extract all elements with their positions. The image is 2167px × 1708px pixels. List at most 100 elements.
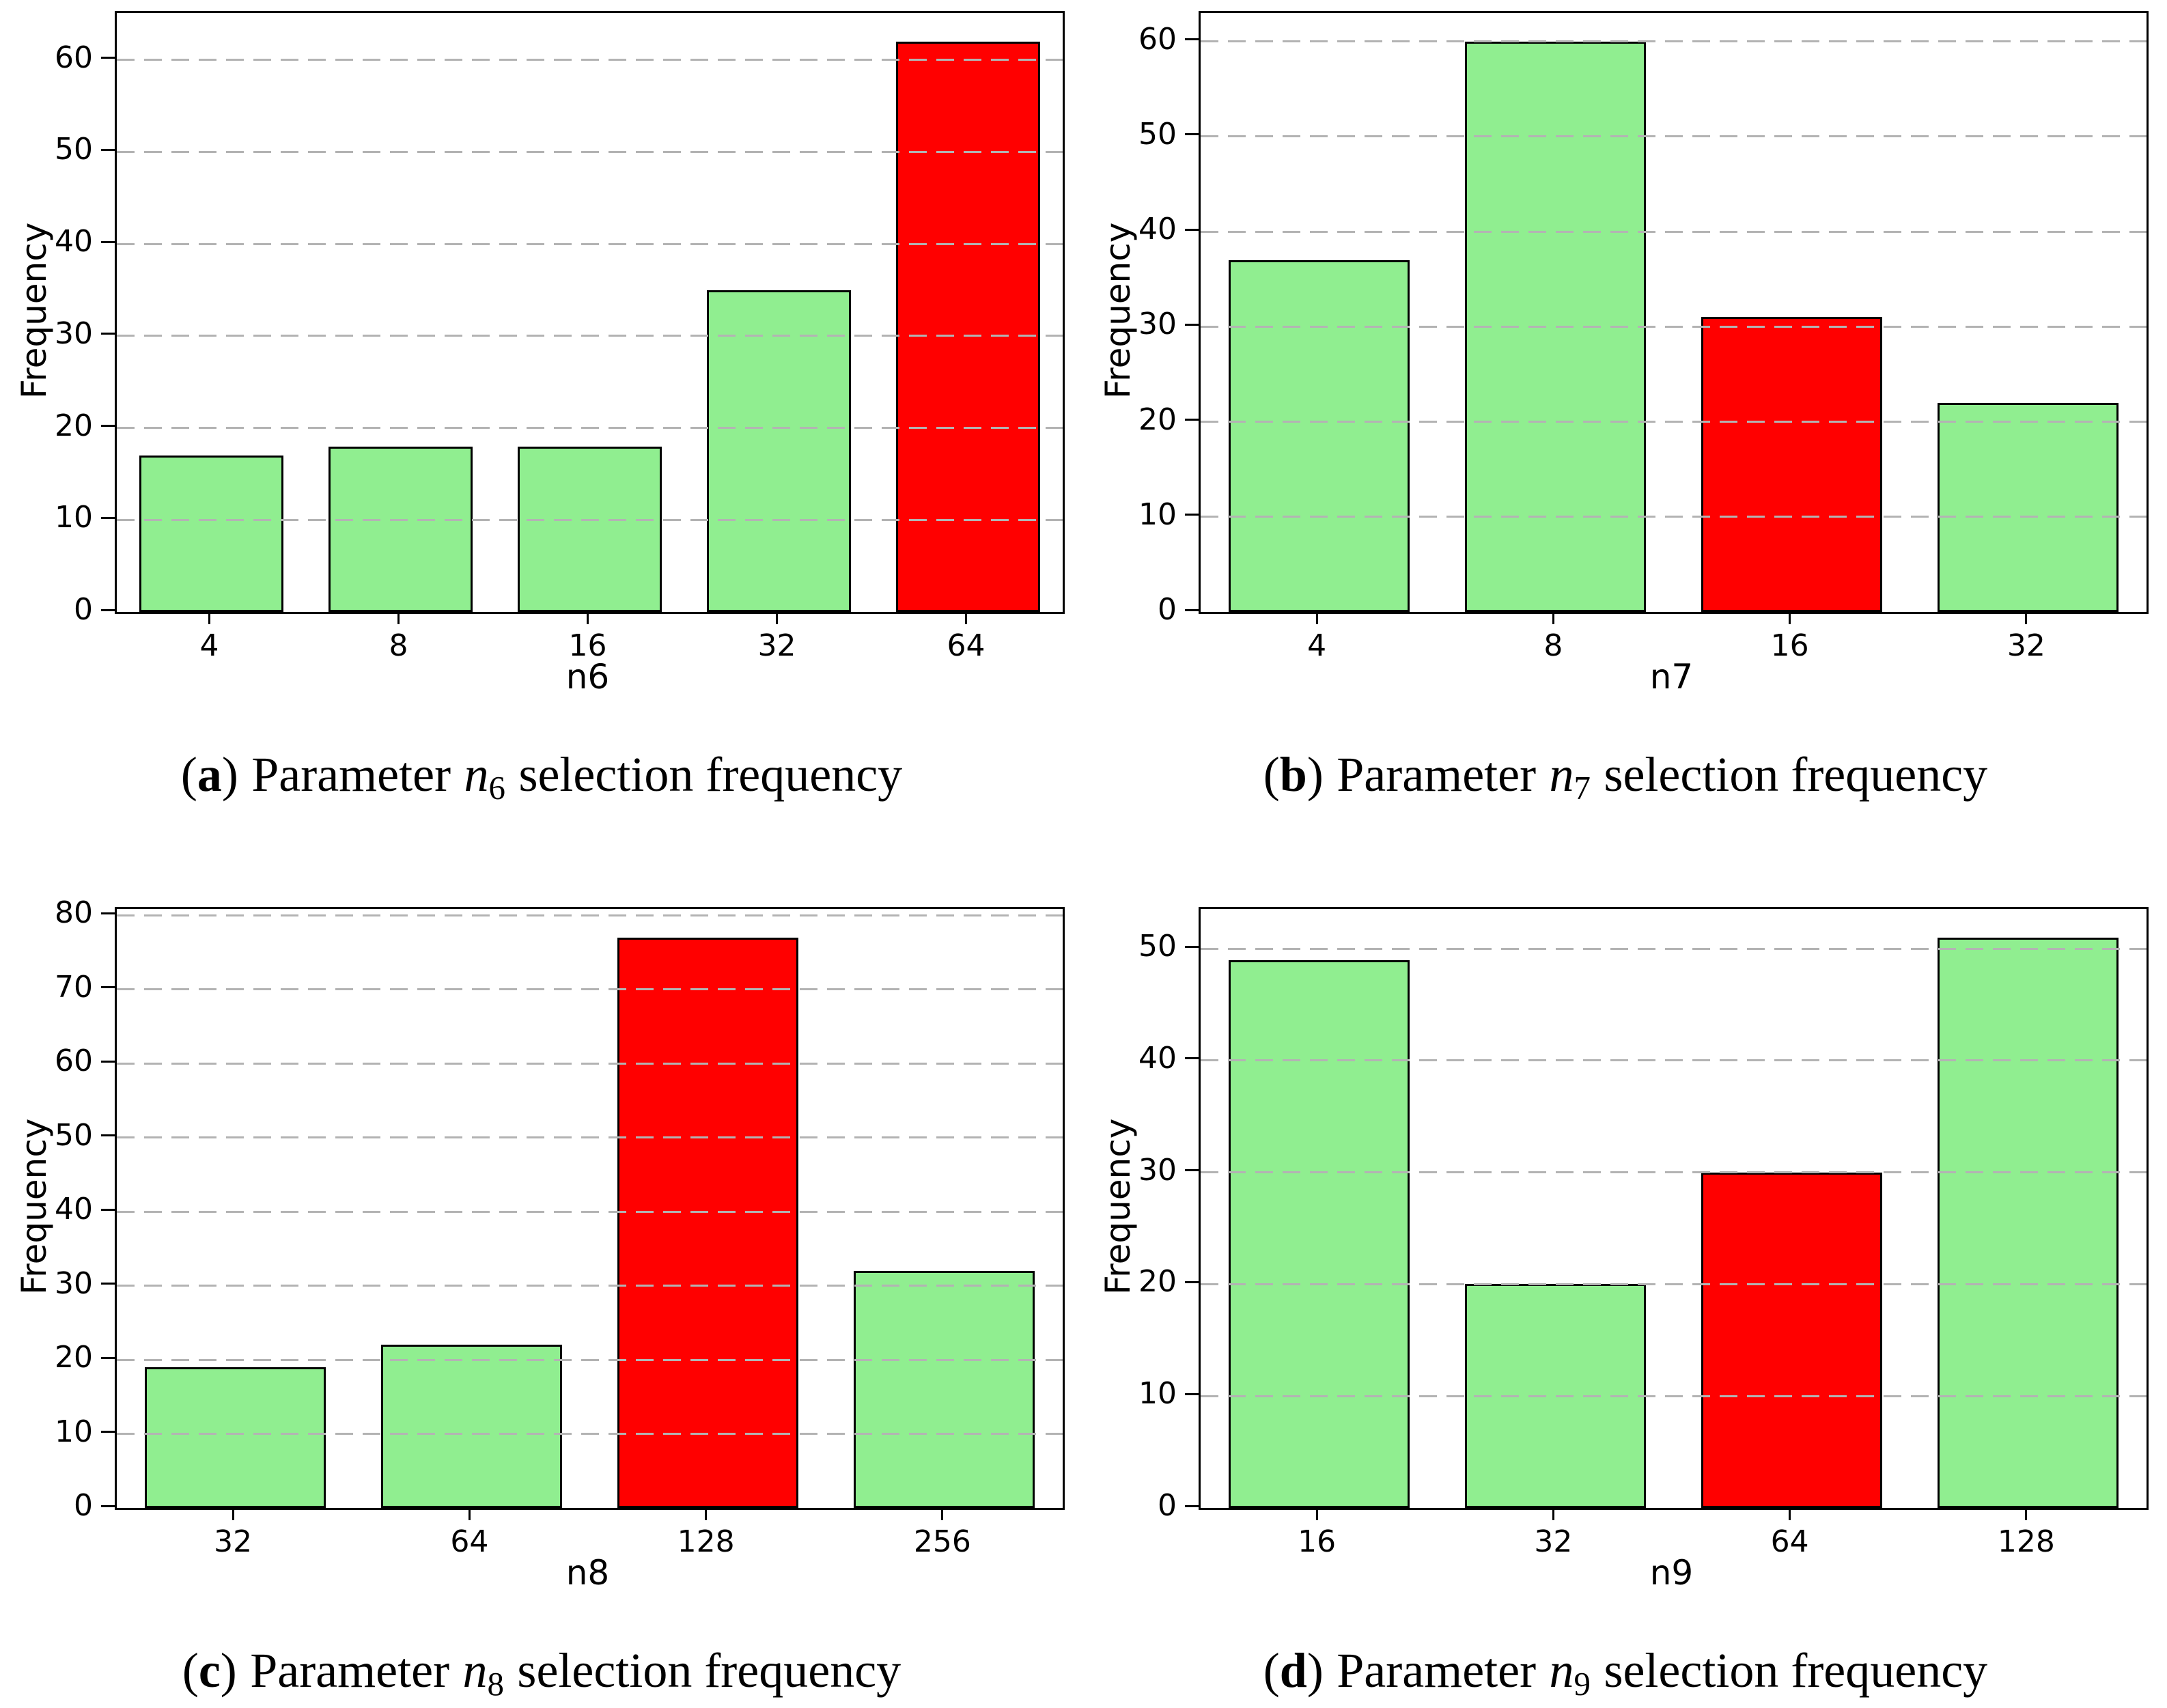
x-tick-mark [587, 612, 589, 624]
y-tick-label: 20 [1138, 1264, 1177, 1300]
bar-128 [1938, 937, 2119, 1508]
y-tick-mark [101, 608, 115, 611]
bar-16 [1701, 317, 1883, 612]
caption: (d) Parameter n9 selection frequency [1084, 1642, 2167, 1703]
caption-text: selection frequency [518, 747, 903, 802]
plot-area [1199, 11, 2149, 614]
y-tick-label: 40 [1138, 212, 1177, 247]
y-tick-mark [1185, 1280, 1199, 1283]
gridline-60 [117, 1062, 1063, 1065]
caption-index: (d) [1263, 1643, 1324, 1698]
y-tick-label: 50 [1138, 116, 1177, 152]
x-tick-mark [1552, 1508, 1554, 1520]
y-tick-mark [101, 1208, 115, 1211]
y-tick-label: 20 [55, 408, 93, 443]
caption: (a) Parameter n6 selection frequency [0, 746, 1083, 807]
gridline-30 [117, 335, 1063, 337]
gridline-20 [1201, 421, 2147, 423]
x-axis-label: n8 [565, 1553, 610, 1593]
x-tick-label: 64 [450, 1524, 489, 1559]
parameter-symbol: n8 [462, 1643, 504, 1703]
x-tick-label: 32 [1534, 1524, 1573, 1559]
x-tick-mark [965, 612, 967, 624]
x-tick-label: 64 [1770, 1524, 1809, 1559]
bar-16 [517, 446, 662, 612]
gridline-40 [117, 1210, 1063, 1213]
x-tick-label: 8 [389, 628, 408, 663]
caption-index: (a) [180, 747, 238, 802]
y-tick-mark [1185, 228, 1199, 231]
bar-32 [144, 1367, 326, 1508]
x-tick-mark [468, 1508, 471, 1520]
y-tick-mark [1185, 323, 1199, 326]
gridline-70 [117, 988, 1063, 991]
y-tick-label: 60 [55, 1044, 93, 1079]
y-tick-label: 0 [74, 592, 93, 627]
y-tick-label: 30 [55, 1265, 93, 1301]
gridline-30 [1201, 1171, 2147, 1174]
subfigure-d: Frequency n9 (d) Parameter n9 selection … [1084, 896, 2167, 1702]
gridline-40 [117, 242, 1063, 245]
x-tick-label: 128 [1997, 1524, 2055, 1559]
gridline-50 [1201, 135, 2147, 138]
x-tick-label: 16 [568, 628, 607, 663]
caption-text: Parameter [1337, 747, 1537, 802]
caption: (c) Parameter n8 selection frequency [0, 1642, 1083, 1703]
x-tick-mark [1315, 1508, 1318, 1520]
gridline-10 [117, 1433, 1063, 1436]
y-tick-label: 40 [1138, 1040, 1177, 1076]
y-tick-mark [101, 986, 115, 989]
parameter-symbol: n6 [464, 747, 505, 807]
y-tick-label: 40 [55, 1192, 93, 1227]
subfigure-a: Frequency n6 (a) Parameter n6 selection … [0, 0, 1083, 806]
y-tick-label: 50 [55, 1117, 93, 1153]
y-tick-label: 40 [55, 224, 93, 260]
x-tick-mark [1789, 1508, 1791, 1520]
x-tick-mark [941, 1508, 944, 1520]
caption-index: (c) [182, 1643, 237, 1698]
caption-text: Parameter [1337, 1643, 1537, 1698]
y-axis-label: Frequency [1098, 1118, 1138, 1295]
subfigure-b: Frequency n7 (b) Parameter n7 selection … [1084, 0, 2167, 806]
y-tick-label: 50 [55, 132, 93, 167]
y-tick-mark [101, 1431, 115, 1433]
y-tick-mark [1185, 514, 1199, 516]
bar-4 [1228, 260, 1410, 612]
y-tick-label: 60 [1138, 21, 1177, 57]
y-tick-mark [101, 57, 115, 59]
y-tick-mark [101, 425, 115, 428]
x-axis-label: n9 [1649, 1553, 1694, 1593]
bar-64 [1701, 1172, 1883, 1508]
gridline-60 [1201, 40, 2147, 43]
gridline-20 [117, 1358, 1063, 1361]
y-tick-mark [101, 148, 115, 151]
x-tick-label: 16 [1298, 1524, 1337, 1559]
y-tick-mark [101, 1283, 115, 1285]
y-tick-mark [1185, 419, 1199, 421]
x-tick-mark [208, 612, 210, 624]
y-tick-mark [1185, 133, 1199, 136]
x-tick-label: 4 [199, 628, 219, 663]
y-tick-mark [101, 333, 115, 335]
y-tick-label: 10 [1138, 1376, 1177, 1412]
bar-32 [1938, 402, 2119, 612]
x-tick-label: 16 [1770, 628, 1809, 663]
y-tick-mark [101, 240, 115, 243]
plot-area [1199, 907, 2149, 1510]
parameter-symbol: n9 [1549, 1643, 1591, 1703]
x-tick-mark [2025, 612, 2028, 624]
y-tick-label: 0 [1158, 592, 1177, 627]
x-tick-mark [705, 1508, 708, 1520]
x-tick-mark [776, 612, 778, 624]
y-tick-mark [1185, 1504, 1199, 1507]
gridline-10 [1201, 1395, 2147, 1397]
y-tick-mark [101, 1134, 115, 1137]
bar-8 [328, 446, 473, 612]
y-tick-mark [1185, 945, 1199, 948]
x-tick-label: 128 [677, 1524, 735, 1559]
x-tick-mark [232, 1508, 234, 1520]
y-tick-label: 10 [55, 500, 93, 535]
y-tick-label: 20 [55, 1340, 93, 1375]
bar-4 [139, 455, 284, 612]
y-tick-label: 80 [55, 895, 93, 931]
